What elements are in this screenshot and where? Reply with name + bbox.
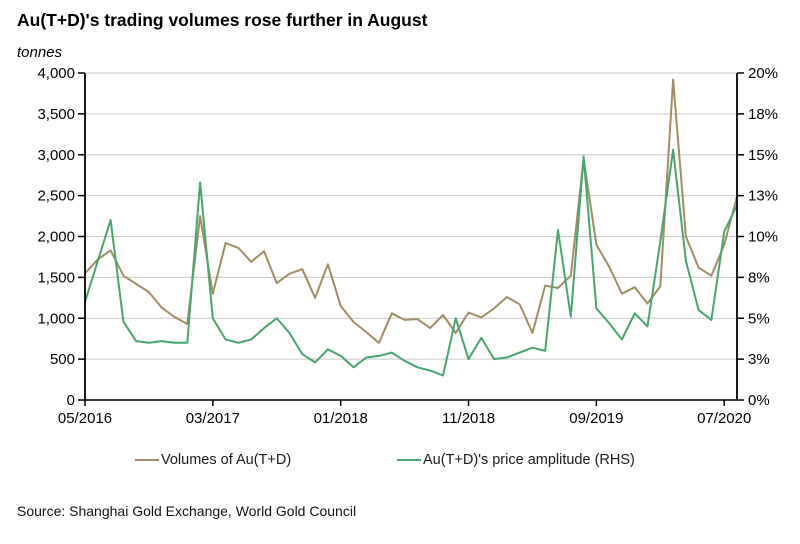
y-left-tick-label: 500 xyxy=(50,351,75,368)
legend-entry-amplitude: Au(T+D)'s price amplitude (RHS) xyxy=(397,449,635,471)
x-tick-label: 07/2020 xyxy=(697,410,751,427)
volumes-line-swatch xyxy=(135,459,159,461)
y-left-tick-label: 3,500 xyxy=(37,106,75,123)
x-tick-label: 01/2018 xyxy=(314,410,368,427)
y-right-tick-label: 10% xyxy=(748,229,778,246)
left-axis-unit-label: tonnes xyxy=(17,44,63,61)
y-right-tick-label: 18% xyxy=(748,106,778,123)
y-right-tick-label: 20% xyxy=(748,65,778,82)
y-right-tick-label: 13% xyxy=(748,188,778,205)
legend-label-volumes: Volumes of Au(T+D) xyxy=(161,452,292,468)
y-right-tick-label: 8% xyxy=(748,269,770,286)
y-left-tick-label: 0 xyxy=(67,392,75,409)
chart-title: Au(T+D)'s trading volumes rose further i… xyxy=(17,10,428,30)
y-left-tick-label: 4,000 xyxy=(37,65,75,82)
y-left-tick-label: 3,000 xyxy=(37,147,75,164)
amplitude-line-swatch xyxy=(397,459,421,461)
y-left-tick-label: 1,000 xyxy=(37,310,75,327)
x-tick-label: 11/2018 xyxy=(442,410,495,427)
y-left-tick-label: 1,500 xyxy=(37,269,75,286)
y-left-tick-label: 2,500 xyxy=(37,188,75,205)
volumes-line xyxy=(84,78,738,344)
legend: Volumes of Au(T+D) Au(T+D)'s price ampli… xyxy=(0,449,800,471)
source-text: Source: Shanghai Gold Exchange, World Go… xyxy=(17,503,357,519)
y-right-tick-label: 0% xyxy=(748,392,770,409)
legend-entry-volumes: Volumes of Au(T+D) xyxy=(135,449,291,471)
x-tick-label: 03/2017 xyxy=(186,410,240,427)
y-right-tick-label: 5% xyxy=(748,310,770,327)
x-tick-label: 05/2016 xyxy=(58,410,112,427)
y-right-tick-label: 15% xyxy=(748,147,778,164)
legend-label-amplitude: Au(T+D)'s price amplitude (RHS) xyxy=(423,452,635,468)
y-right-tick-label: 3% xyxy=(748,351,770,368)
y-left-tick-label: 2,000 xyxy=(37,229,75,246)
amplitude-line xyxy=(84,148,738,377)
x-tick-label: 09/2019 xyxy=(569,410,623,427)
